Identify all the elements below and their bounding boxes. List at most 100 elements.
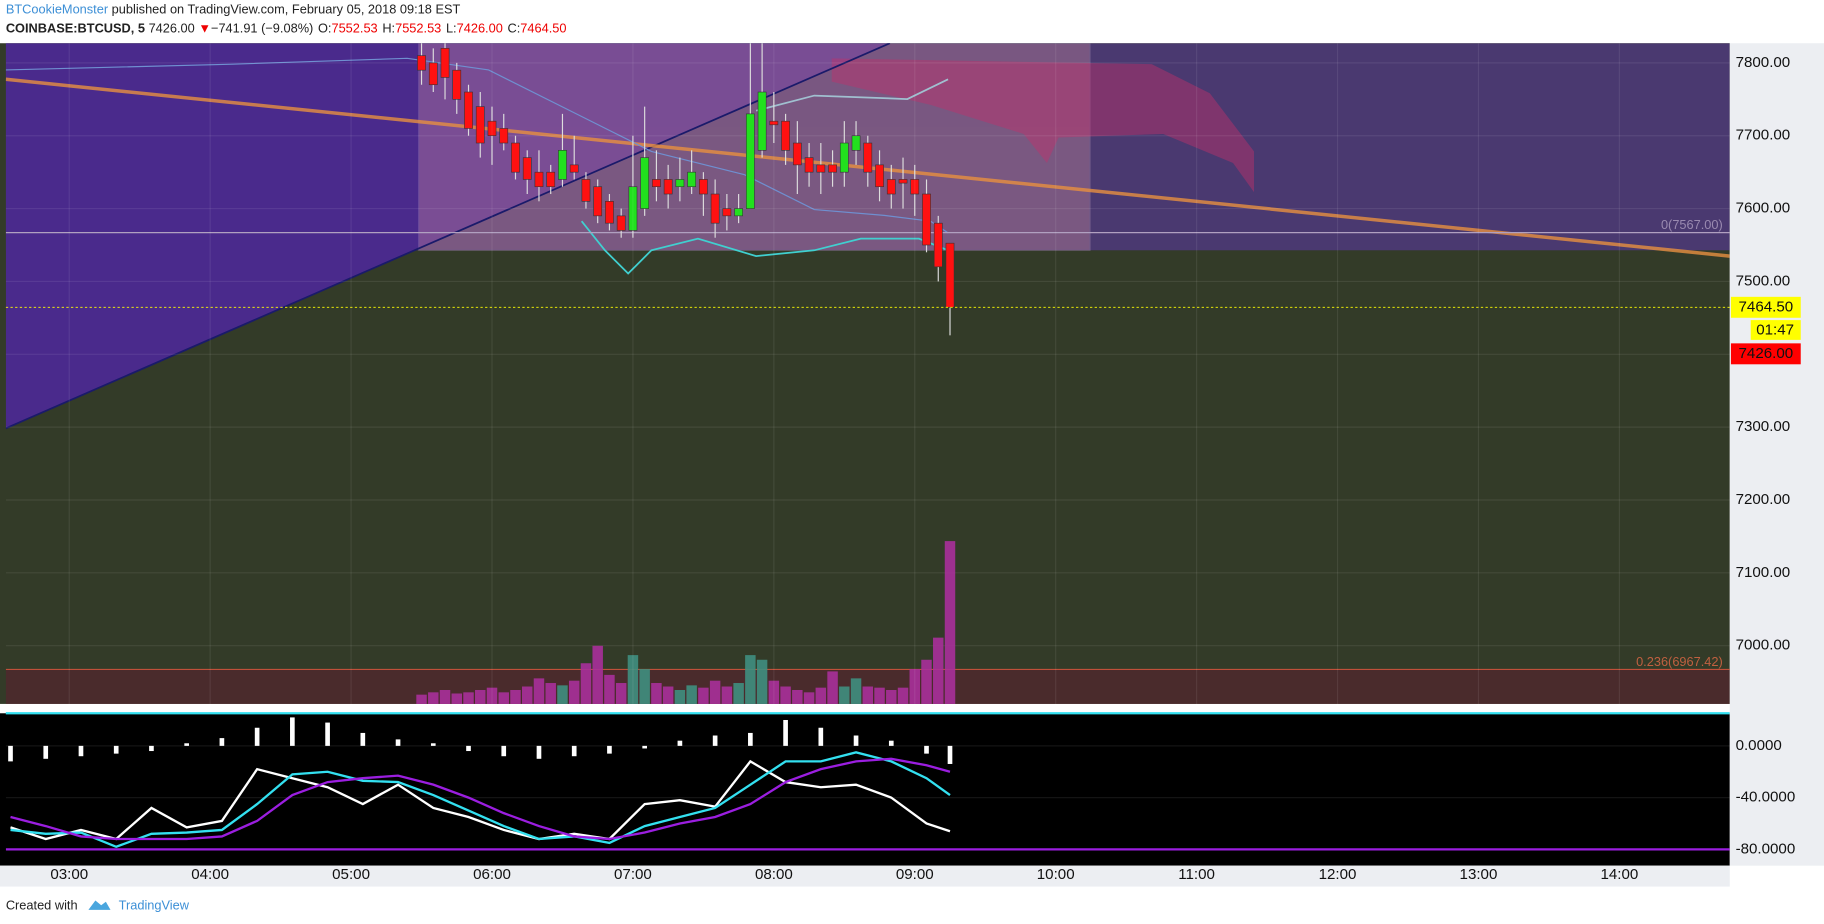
volume-bar bbox=[568, 680, 580, 704]
histogram-bar bbox=[536, 745, 542, 759]
published: published on TradingView.com, February 0… bbox=[112, 2, 461, 17]
cloud bbox=[831, 58, 1254, 193]
candle-body bbox=[569, 164, 579, 173]
footer-created: Created with bbox=[6, 898, 78, 913]
histogram-bar bbox=[571, 745, 577, 757]
volume-bar bbox=[721, 686, 733, 704]
volume-bar bbox=[768, 680, 780, 704]
oscillator-line bbox=[10, 751, 951, 849]
histogram-bar bbox=[254, 727, 260, 746]
countdown: 01:47 bbox=[1756, 322, 1794, 339]
volume-bar bbox=[674, 690, 686, 704]
volume-bar bbox=[439, 690, 451, 704]
candle-body bbox=[534, 171, 544, 188]
histogram-bar bbox=[924, 745, 929, 754]
candle-body bbox=[522, 157, 532, 180]
histogram-bar bbox=[888, 740, 894, 746]
y-tick-label: 7600.00 bbox=[1736, 200, 1791, 217]
candle-body bbox=[640, 157, 650, 209]
footer-brand: TradingView bbox=[119, 898, 190, 913]
candle-body bbox=[816, 164, 826, 173]
y-tick-label: 7200.00 bbox=[1736, 491, 1791, 508]
candle-body bbox=[804, 157, 814, 173]
candle-body bbox=[652, 179, 661, 188]
candle-body bbox=[910, 179, 920, 195]
histogram-bar bbox=[113, 745, 119, 754]
ohlc-label: C: bbox=[507, 21, 520, 36]
candle-body bbox=[922, 193, 931, 246]
change: −741.91 (−9.08%) bbox=[211, 21, 313, 36]
histogram-bar bbox=[184, 743, 189, 746]
histogram-bar bbox=[149, 745, 154, 752]
candle-body bbox=[417, 55, 426, 71]
volume-bar bbox=[733, 683, 744, 704]
volume-bar bbox=[510, 690, 521, 704]
y-tick-label: -80.0000 bbox=[1736, 840, 1796, 857]
candle-body bbox=[839, 142, 849, 173]
volume-bar bbox=[416, 694, 427, 704]
histogram-bar bbox=[607, 745, 612, 754]
x-tick-label: 10:00 bbox=[1037, 866, 1075, 883]
volume-bar bbox=[850, 678, 862, 704]
volume-bar bbox=[545, 683, 556, 704]
histogram-bar bbox=[43, 745, 49, 759]
histogram-bar bbox=[219, 738, 225, 746]
candle-body bbox=[487, 120, 497, 137]
candle-body bbox=[581, 179, 591, 202]
candle-body bbox=[440, 48, 450, 78]
volume-bar bbox=[698, 687, 709, 704]
x-tick-label: 12:00 bbox=[1319, 866, 1357, 883]
price-tag bbox=[1730, 296, 1801, 318]
volume-bar bbox=[639, 669, 650, 704]
candle-body bbox=[863, 142, 873, 173]
trend-line bbox=[5, 43, 891, 430]
candle-body bbox=[593, 186, 603, 217]
ohlc-value: 7464.50 bbox=[520, 21, 566, 36]
x-tick-label: 08:00 bbox=[755, 866, 793, 883]
candle-body bbox=[886, 179, 896, 195]
ohlc-label: L: bbox=[446, 21, 457, 36]
candle-body bbox=[452, 69, 462, 100]
ohlc: O:7552.53 H:7552.53 L:7426.00 C:7464.50 bbox=[318, 21, 567, 36]
symbol: COINBASE:BTCUSD, 5 bbox=[6, 21, 145, 36]
fib-label: 0(7567.00) bbox=[1661, 217, 1723, 232]
histogram-bar bbox=[818, 727, 824, 746]
candle-body bbox=[464, 91, 473, 129]
candle-body bbox=[781, 120, 790, 151]
price-tag bbox=[1730, 343, 1801, 365]
y-tick-label: -40.0000 bbox=[1736, 789, 1796, 806]
volume-bar bbox=[874, 687, 885, 704]
ohlc-value: 7552.53 bbox=[395, 21, 441, 36]
x-tick-label: 07:00 bbox=[614, 866, 652, 883]
x-tick-label: 03:00 bbox=[50, 866, 88, 883]
candle-body bbox=[605, 201, 614, 224]
candle-body bbox=[511, 142, 520, 173]
candle-body bbox=[475, 106, 485, 144]
separator bbox=[0, 703, 1730, 714]
x-tick-label: 13:00 bbox=[1460, 866, 1498, 883]
volume-bar bbox=[792, 690, 803, 704]
author: BTCookieMonster bbox=[6, 2, 109, 17]
histogram-bar bbox=[430, 743, 436, 746]
histogram-bar bbox=[642, 745, 647, 749]
volume-bar bbox=[933, 637, 944, 704]
volume-bar bbox=[651, 683, 662, 704]
band-mid bbox=[755, 78, 949, 112]
histogram-bar bbox=[712, 735, 718, 746]
volume-bar bbox=[827, 671, 838, 704]
logo bbox=[88, 900, 111, 910]
candle-body bbox=[757, 91, 767, 151]
volume-bar bbox=[780, 686, 791, 704]
volume-bar bbox=[428, 692, 439, 704]
x-tick-label: 09:00 bbox=[896, 866, 934, 883]
candle-body bbox=[687, 171, 697, 188]
candle-body bbox=[828, 164, 837, 173]
candle-body bbox=[616, 215, 626, 231]
header-line: BTCookieMonster published on TradingView… bbox=[6, 2, 461, 17]
volume-bar bbox=[580, 663, 592, 704]
candle-body bbox=[745, 113, 755, 209]
volume-bar bbox=[709, 680, 721, 704]
volume-bar bbox=[486, 687, 498, 704]
oscillator-panel bbox=[0, 713, 1730, 866]
